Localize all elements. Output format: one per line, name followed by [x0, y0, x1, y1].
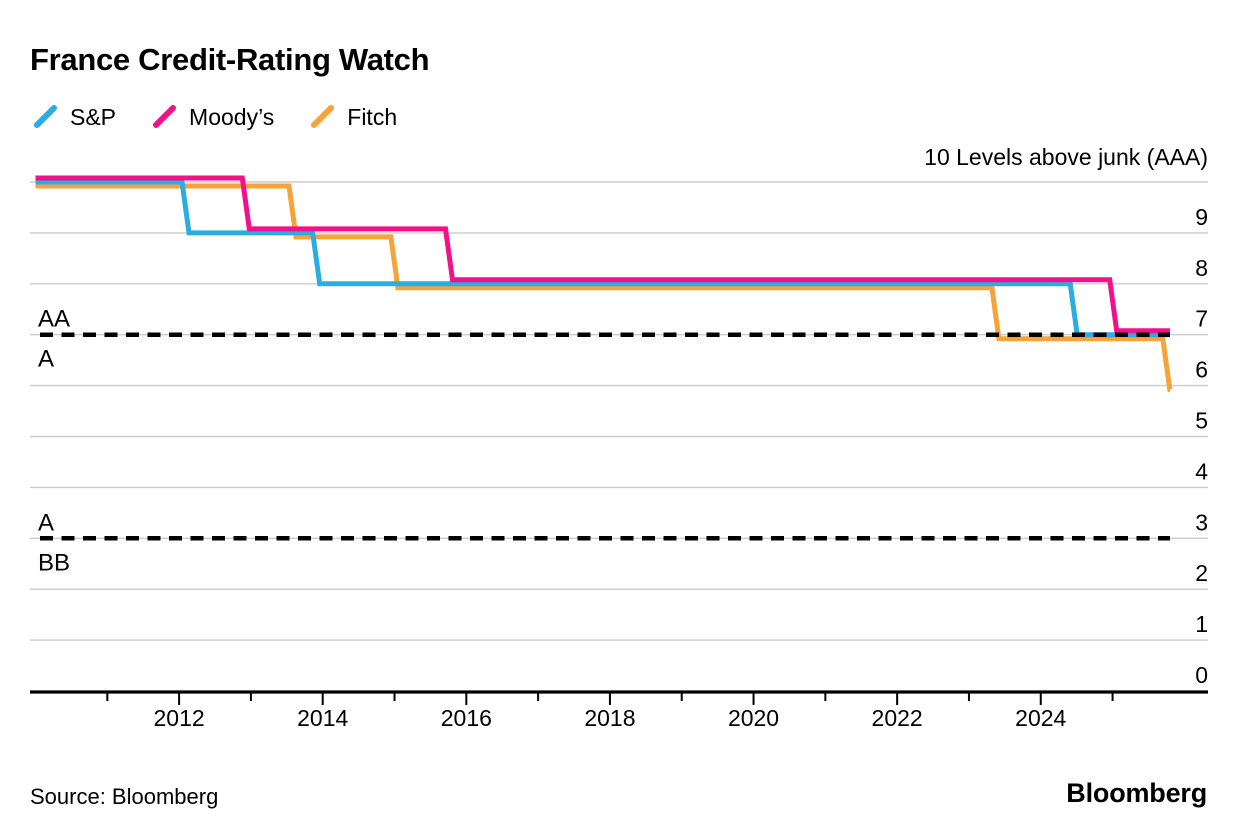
x-tick-label-2012: 2012: [154, 705, 205, 731]
y-tick-label-0: 0: [1195, 662, 1208, 688]
y-tick-label-2: 2: [1195, 560, 1208, 586]
legend-swatch-moodys-icon: [153, 105, 177, 128]
legend-label-moodys: Moody’s: [189, 104, 275, 130]
legend-item-fitch: Fitch: [310, 104, 397, 130]
y-tick-label-6: 6: [1195, 357, 1208, 383]
y-tick-label-1: 1: [1195, 611, 1208, 637]
threshold-label-above-2: A: [38, 509, 54, 536]
series-line-s-p: [35, 179, 1170, 338]
threshold-label-below-2: BB: [38, 549, 70, 576]
y-tick-label-5: 5: [1195, 408, 1208, 434]
series-line-fitch: [35, 183, 1173, 393]
y-tick-label-7: 7: [1195, 306, 1208, 332]
source-note: Source: Bloomberg: [30, 784, 219, 809]
legend-label-fitch: Fitch: [347, 104, 398, 130]
chart-title: France Credit-Rating Watch: [30, 42, 430, 77]
y-tick-label-8: 8: [1195, 255, 1208, 281]
y-tick-label-9: 9: [1195, 204, 1208, 230]
legend-item-moodys: Moody’s: [152, 104, 274, 130]
x-tick-label-2014: 2014: [297, 705, 348, 731]
x-tick-label-2020: 2020: [728, 705, 779, 731]
x-tick-label-2022: 2022: [872, 705, 923, 731]
x-tick-label-2018: 2018: [584, 705, 635, 731]
threshold-label-above-1: AA: [38, 306, 70, 333]
legend-item-sp: S&P: [33, 104, 116, 130]
x-tick-label-2024: 2024: [1015, 705, 1066, 731]
series-line-moody-s: [35, 175, 1170, 334]
bloomberg-logo: Bloomberg: [1066, 778, 1207, 808]
legend-label-sp: S&P: [70, 104, 117, 130]
x-tick-label-2016: 2016: [441, 705, 492, 731]
legend-swatch-fitch-icon: [311, 105, 335, 128]
y-axis-header: 10 Levels above junk (AAA): [924, 144, 1208, 170]
y-tick-label-4: 4: [1195, 458, 1208, 484]
y-tick-label-3: 3: [1195, 509, 1208, 535]
legend: S&P Moody’s Fitch: [33, 104, 397, 130]
legend-swatch-sp-icon: [34, 105, 57, 128]
threshold-label-below-1: A: [38, 346, 54, 373]
